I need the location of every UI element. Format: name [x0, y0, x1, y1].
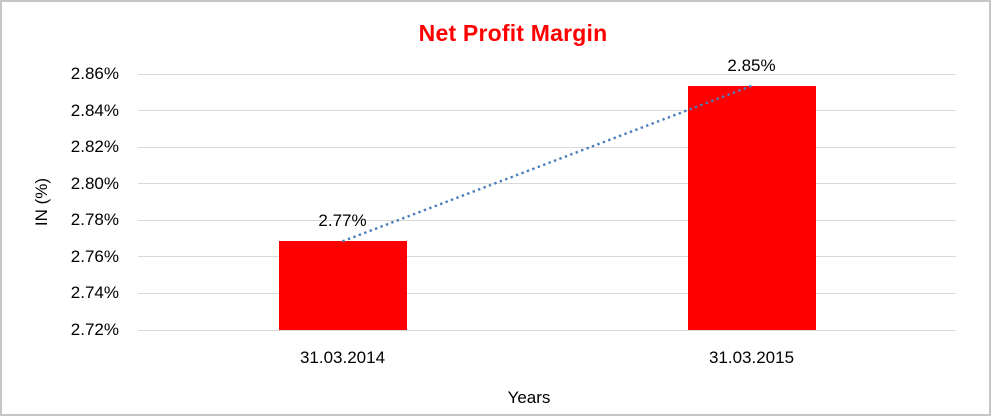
gridline [138, 183, 956, 185]
y-tick-label: 2.74% [70, 283, 119, 303]
gridline [138, 329, 956, 331]
gridline [138, 292, 956, 294]
plot-area [138, 73, 956, 331]
gridline [138, 110, 956, 112]
gridline [138, 219, 956, 221]
y-tick-label: 2.80% [70, 173, 119, 193]
bar-data-label: 2.77% [318, 211, 367, 231]
y-tick-label: 2.82% [70, 137, 119, 157]
y-tick-label: 2.84% [70, 100, 119, 120]
y-tick-label: 2.86% [70, 64, 119, 83]
x-category-label: 31.03.2015 [708, 348, 795, 367]
gridline [138, 146, 956, 148]
bar-31.03.2014 [278, 241, 407, 330]
chart-title: Net Profit Margin [418, 20, 608, 46]
x-axis-title: Years [507, 388, 551, 407]
y-tick-label: 2.78% [70, 210, 119, 230]
y-tick-label: 2.76% [70, 246, 119, 266]
gridline [138, 73, 956, 75]
y-tick-label: 2.72% [70, 320, 119, 339]
x-category-label: 31.03.2014 [299, 348, 386, 367]
bar-31.03.2015 [687, 85, 816, 330]
gridline [138, 256, 956, 258]
bar-data-label: 2.85% [727, 55, 776, 75]
